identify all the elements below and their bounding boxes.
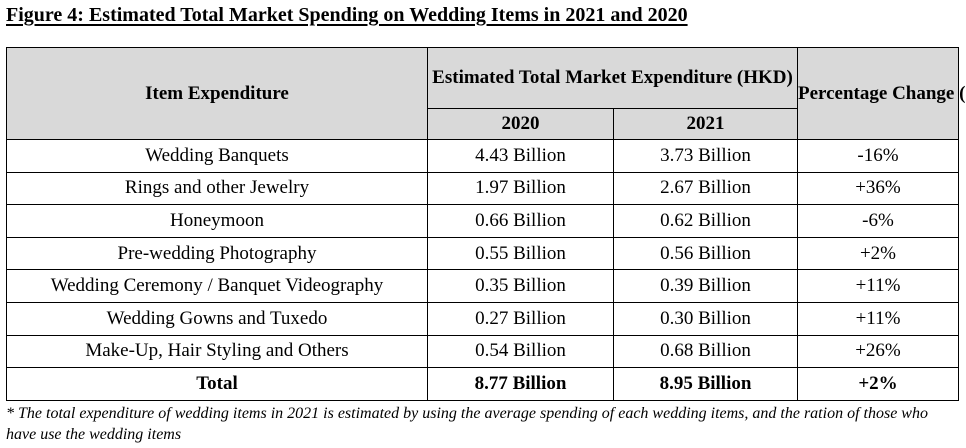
- table-header: Item Expenditure Estimated Total Market …: [6, 47, 966, 140]
- spend-2021: 0.56 Billion: [613, 236, 798, 271]
- spend-2020: 0.55 Billion: [427, 236, 614, 271]
- table-row: Wedding Gowns and Tuxedo 0.27 Billion 0.…: [6, 301, 959, 336]
- spend-2020: 0.54 Billion: [427, 334, 614, 369]
- percent-change: +11%: [797, 269, 959, 303]
- year-2020-header: 2020: [427, 108, 614, 140]
- spend-2021: 0.30 Billion: [613, 301, 798, 336]
- spend-2020: 4.43 Billion: [427, 139, 614, 173]
- table-row: Rings and other Jewelry 1.97 Billion 2.6…: [6, 171, 959, 206]
- percent-change: -16%: [797, 139, 959, 173]
- figure-title: Figure 4: Estimated Total Market Spendin…: [6, 4, 688, 26]
- table-row: Make-Up, Hair Styling and Others 0.54 Bi…: [6, 334, 959, 369]
- item-name: Make-Up, Hair Styling and Others: [6, 334, 428, 369]
- percent-change: +26%: [797, 334, 959, 369]
- spend-2021: 3.73 Billion: [613, 139, 798, 173]
- spend-2020: 0.35 Billion: [427, 269, 614, 303]
- total-2020: 8.77 Billion: [427, 367, 614, 401]
- table-row: Pre-wedding Photography 0.55 Billion 0.5…: [6, 236, 959, 271]
- spend-2021: 2.67 Billion: [613, 171, 798, 206]
- percent-change: +36%: [797, 171, 959, 206]
- percent-change: +2%: [797, 236, 959, 271]
- spend-2021: 0.39 Billion: [613, 269, 798, 303]
- table-row: Wedding Banquets 4.43 Billion 3.73 Billi…: [6, 139, 959, 173]
- item-expenditure-header: Item Expenditure: [6, 47, 428, 140]
- percent-change: +11%: [797, 301, 959, 336]
- item-name: Pre-wedding Photography: [6, 236, 428, 271]
- item-name: Wedding Banquets: [6, 139, 428, 173]
- table-row: Wedding Ceremony / Banquet Videography 0…: [6, 269, 959, 303]
- percent-change: -6%: [797, 204, 959, 238]
- percentage-change-header: Percentage Change (%): [797, 47, 966, 140]
- total-row: Total 8.77 Billion 8.95 Billion +2%: [6, 367, 959, 401]
- expenditure-group-header: Estimated Total Market Expenditure (HKD): [427, 47, 798, 109]
- spending-table: Item Expenditure Estimated Total Market …: [6, 47, 966, 401]
- spend-2020: 1.97 Billion: [427, 171, 614, 206]
- total-label: Total: [6, 367, 428, 401]
- item-name: Rings and other Jewelry: [6, 171, 428, 206]
- table-row: Honeymoon 0.66 Billion 0.62 Billion -6%: [6, 204, 959, 238]
- spend-2021: 0.62 Billion: [613, 204, 798, 238]
- total-2021: 8.95 Billion: [613, 367, 798, 401]
- spend-2020: 0.27 Billion: [427, 301, 614, 336]
- spend-2020: 0.66 Billion: [427, 204, 614, 238]
- item-name: Wedding Gowns and Tuxedo: [6, 301, 428, 336]
- spend-2021: 0.68 Billion: [613, 334, 798, 369]
- item-name: Wedding Ceremony / Banquet Videography: [6, 269, 428, 303]
- total-change: +2%: [797, 367, 959, 401]
- year-2021-header: 2021: [613, 108, 798, 140]
- item-name: Honeymoon: [6, 204, 428, 238]
- footnote: * The total expenditure of wedding items…: [6, 405, 928, 443]
